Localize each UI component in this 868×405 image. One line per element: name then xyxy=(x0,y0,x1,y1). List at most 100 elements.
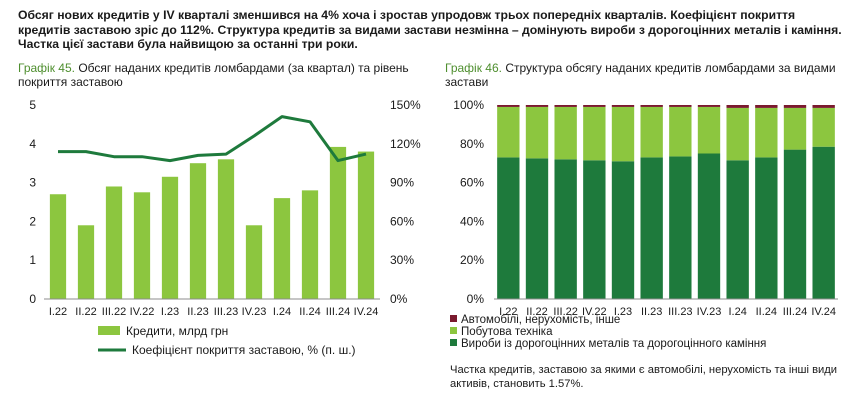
y-tick-label: 1 xyxy=(29,253,36,267)
x-tick-label: IV.23 xyxy=(697,306,722,318)
legend-bar-swatch xyxy=(98,326,120,335)
bar-segment-other xyxy=(611,105,635,107)
bar-segment-appliances xyxy=(611,106,635,162)
bar-segment-jewelry xyxy=(583,160,606,299)
y-tick-label: 100% xyxy=(453,98,484,112)
x-tick-label: II.23 xyxy=(187,306,208,318)
bar-segment-other xyxy=(497,105,520,107)
x-tick-label: III.23 xyxy=(668,306,692,318)
bar-segment-jewelry xyxy=(497,157,520,299)
bar-segment-other xyxy=(697,105,721,107)
chart46-title-text: Структура обсягу наданих кредитів ломбар… xyxy=(445,61,836,89)
bar-segment-other xyxy=(525,105,549,107)
bar-segment-other xyxy=(554,105,577,107)
y2-tick-label: 120% xyxy=(390,137,421,151)
x-tick-label: I.24 xyxy=(728,306,746,318)
x-tick-label: I.23 xyxy=(614,306,632,318)
bar-credits xyxy=(301,190,319,299)
bar-credits xyxy=(161,176,179,299)
x-tick-label: I.23 xyxy=(161,306,179,318)
x-tick-label: II.23 xyxy=(641,306,662,318)
bar-credits xyxy=(189,163,207,299)
bar-segment-jewelry xyxy=(525,158,549,299)
headline: Обсяг нових кредитів у IV кварталі зменш… xyxy=(18,8,842,52)
x-tick-label: I.24 xyxy=(273,306,291,318)
legend-line-label: Коефіцієнт покриття заставою, % (п. ш.) xyxy=(132,343,356,357)
x-tick-label: III.22 xyxy=(553,306,577,318)
x-tick-label: II.22 xyxy=(75,306,96,318)
x-tick-label: IV.22 xyxy=(582,306,607,318)
bar-credits xyxy=(217,159,235,299)
bar-segment-appliances xyxy=(554,106,577,160)
x-tick-label: II.24 xyxy=(299,306,320,318)
bar-segment-jewelry xyxy=(755,157,778,299)
line-coverage xyxy=(58,115,367,163)
y-tick-label: 2 xyxy=(29,214,36,228)
bar-segment-jewelry xyxy=(783,149,807,299)
bar-segment-appliances xyxy=(583,106,606,161)
bar-segment-jewelry xyxy=(640,157,663,299)
bar-credits xyxy=(133,192,151,299)
chart46-title: Графік 46. Структура обсягу наданих кред… xyxy=(445,61,845,89)
bar-credits xyxy=(49,194,67,299)
bar-segment-jewelry xyxy=(697,153,721,299)
bar-segment-appliances xyxy=(525,106,549,159)
legend-label: Автомобілі, нерухомість, інше xyxy=(461,314,620,326)
y-tick-label: 4 xyxy=(29,137,36,151)
legend-label: Вироби із дорогоцінних металів та дорого… xyxy=(461,338,766,350)
bar-segment-appliances xyxy=(812,107,835,147)
y-tick-label: 20% xyxy=(460,253,484,267)
x-tick-label: III.24 xyxy=(783,306,807,318)
bar-segment-jewelry xyxy=(812,146,835,299)
bar-segment-appliances xyxy=(497,106,520,158)
legend-bar-label: Кредити, млрд грн xyxy=(126,324,228,338)
bar-segment-jewelry xyxy=(669,156,692,299)
bar-segment-other xyxy=(640,105,663,107)
x-tick-label: III.23 xyxy=(214,306,238,318)
x-tick-label: II.24 xyxy=(756,306,777,318)
y2-tick-label: 0% xyxy=(390,292,408,306)
chart45-title-num: Графік 45. xyxy=(18,61,75,75)
bar-credits xyxy=(105,186,123,299)
bar-segment-other xyxy=(669,105,692,107)
x-tick-label: III.22 xyxy=(102,306,126,318)
y2-tick-label: 90% xyxy=(390,176,414,190)
x-tick-label: IV.23 xyxy=(242,306,267,318)
x-tick-label: IV.24 xyxy=(811,306,836,318)
legend-label: Побутова техніка xyxy=(461,326,553,338)
y2-tick-label: 60% xyxy=(390,214,414,228)
bar-segment-other xyxy=(755,105,778,108)
legend-swatch xyxy=(450,339,457,346)
legend-swatch xyxy=(450,315,457,322)
chart46-title-num: Графік 46. xyxy=(445,61,502,75)
bar-credits xyxy=(245,225,263,299)
bar-credits xyxy=(273,198,291,299)
chart46-plot: 0% 20% 40% 60% 80% 100% I.22 II.22 III.22 IV.22 I.… xyxy=(450,98,838,350)
bar-segment-jewelry xyxy=(611,161,635,299)
bar-segment-other xyxy=(726,105,749,108)
y2-tick-label: 30% xyxy=(390,253,414,267)
bar-segment-jewelry xyxy=(726,160,749,299)
bar-credits xyxy=(329,146,347,299)
chart45-title-text: Обсяг наданих кредитів ломбардами (за кв… xyxy=(18,61,409,89)
bar-segment-appliances xyxy=(783,107,807,150)
y-tick-label: 3 xyxy=(29,176,36,190)
chart46-note: Частка кредитів, заставою за якими є авт… xyxy=(450,364,838,390)
y-tick-label: 60% xyxy=(460,176,484,190)
y-tick-label: 80% xyxy=(460,137,484,151)
y2-tick-label: 150% xyxy=(390,98,421,112)
y-tick-label: 0 xyxy=(29,292,36,306)
x-tick-label: IV.22 xyxy=(130,306,155,318)
bar-segment-other xyxy=(583,105,606,107)
bar-segment-appliances xyxy=(697,106,721,154)
bar-segment-appliances xyxy=(669,106,692,157)
y-tick-label: 40% xyxy=(460,214,484,228)
x-tick-label: III.24 xyxy=(326,306,350,318)
bar-credits xyxy=(77,225,95,299)
x-tick-label: I.22 xyxy=(499,306,517,318)
bar-segment-appliances xyxy=(640,106,663,158)
bar-segment-appliances xyxy=(726,107,749,161)
y-tick-label: 5 xyxy=(29,98,36,112)
x-tick-label: II.22 xyxy=(526,306,547,318)
x-tick-label: IV.24 xyxy=(354,306,379,318)
